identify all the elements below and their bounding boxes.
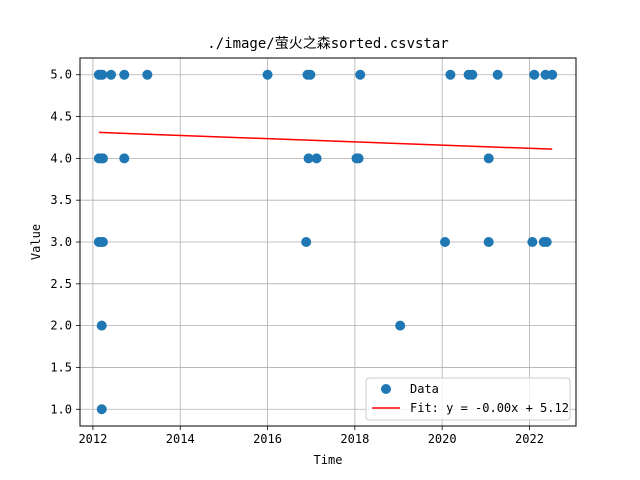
x-tick-label: 2014 — [166, 432, 195, 446]
data-point — [483, 153, 494, 164]
y-tick-label: 5.0 — [50, 68, 72, 82]
data-point — [97, 153, 108, 164]
y-tick-label: 3.5 — [50, 193, 72, 207]
data-point — [106, 69, 117, 80]
data-point — [395, 320, 406, 331]
y-tick-label: 2.5 — [50, 277, 72, 291]
fit-line-layer — [98, 131, 553, 150]
data-point — [301, 237, 312, 247]
data-point — [97, 237, 108, 247]
data-point — [97, 69, 108, 80]
data-point — [311, 153, 322, 164]
x-tick-label: 2018 — [340, 432, 369, 446]
data-point — [445, 69, 456, 80]
x-axis-label: Time — [314, 453, 343, 467]
data-point — [355, 69, 366, 80]
data-point — [547, 69, 558, 80]
y-axis-label: Value — [29, 224, 43, 260]
fit-line — [98, 131, 553, 150]
data-point — [262, 69, 273, 80]
data-point — [467, 69, 478, 80]
data-point — [303, 153, 314, 164]
legend: Data Fit: y = -0.00x + 5.12 — [365, 377, 571, 421]
data-point — [492, 69, 503, 80]
data-point — [440, 237, 451, 247]
chart-title: ./image/萤火之森sorted.csvstar — [207, 36, 448, 52]
data-point — [529, 69, 540, 80]
data-point — [305, 69, 316, 80]
data-point — [119, 69, 130, 80]
data-point — [96, 404, 107, 415]
legend-data-label: Data — [410, 382, 439, 396]
y-tick-label: 4.0 — [50, 151, 72, 165]
x-tick-label: 2016 — [253, 432, 282, 446]
x-tick-label: 2022 — [515, 432, 544, 446]
y-tick-label: 2.0 — [50, 319, 72, 333]
x-axis-ticks: 2012 2014 2016 2018 2020 2022 — [78, 426, 544, 446]
data-point — [119, 153, 130, 164]
data-point — [483, 237, 494, 247]
data-points-layer — [93, 69, 558, 415]
y-tick-label: 1.5 — [50, 360, 72, 374]
y-tick-label: 4.5 — [50, 110, 72, 124]
data-point — [527, 237, 538, 247]
y-tick-label: 3.0 — [50, 235, 72, 249]
data-point — [353, 153, 364, 164]
data-point — [142, 69, 153, 80]
data-point — [541, 237, 552, 247]
data-point — [96, 320, 107, 331]
y-axis-ticks: 1.0 1.5 2.0 2.5 3.0 3.5 4.0 4.5 5.0 — [50, 68, 80, 416]
x-tick-label: 2012 — [78, 432, 107, 446]
legend-fit-label: Fit: y = -0.00x + 5.12 — [410, 401, 569, 415]
x-tick-label: 2020 — [428, 432, 457, 446]
legend-box — [365, 377, 571, 421]
y-tick-label: 1.0 — [50, 402, 72, 416]
legend-data-marker — [381, 384, 391, 394]
